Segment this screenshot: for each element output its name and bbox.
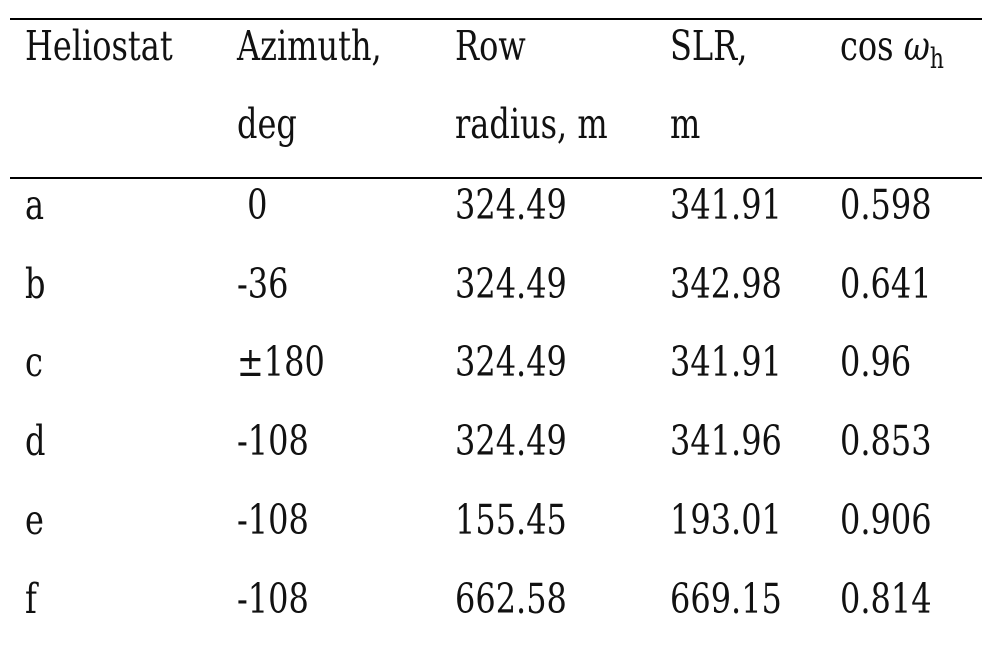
table-cell-cos-omega-h: 0.641 xyxy=(840,260,932,308)
table-cell-slr: 341.96 xyxy=(670,417,782,465)
table-cell-azimuth: 0 xyxy=(237,181,268,229)
header-azimuth-line1: Azimuth, xyxy=(237,22,382,70)
table-cell-cos-omega-h: 0.906 xyxy=(840,496,932,544)
header-heliostat: Heliostat xyxy=(25,22,173,70)
table-cell-row-radius: 324.49 xyxy=(455,260,567,308)
table-cell-heliostat: c xyxy=(25,338,43,386)
table-cell-azimuth: -108 xyxy=(237,496,309,544)
table-cell-slr: 193.01 xyxy=(670,496,782,544)
table-cell-slr: 342.98 xyxy=(670,260,782,308)
table-cell-cos-omega-h: 0.853 xyxy=(840,417,932,465)
table-cell-azimuth: -36 xyxy=(237,260,289,308)
table-cell-row-radius: 324.49 xyxy=(455,417,567,465)
table-cell-cos-omega-h: 0.96 xyxy=(840,338,912,386)
table-cell-heliostat: d xyxy=(25,417,46,465)
table-cell-cos-omega-h: 0.598 xyxy=(840,181,932,229)
header-azimuth-line2: deg xyxy=(237,100,297,148)
table-cell-row-radius: 324.49 xyxy=(455,338,567,386)
table-cell-azimuth: ±180 xyxy=(237,338,325,386)
table-cell-row-radius: 324.49 xyxy=(455,181,567,229)
table-cell-heliostat: a xyxy=(25,181,45,229)
header-row-radius-line1: Row xyxy=(455,22,526,70)
header-row-radius-line2: radius, m xyxy=(455,100,608,148)
table-cell-slr: 341.91 xyxy=(670,338,782,386)
header-slr-line1: SLR, xyxy=(670,22,748,70)
header-slr-line2: m xyxy=(670,100,701,148)
header-cos-omega-h: cos ωh xyxy=(840,26,944,73)
table-cell-azimuth: -108 xyxy=(237,417,309,465)
table-cell-azimuth: -108 xyxy=(237,575,309,623)
header-omega-subscript: h xyxy=(929,42,944,75)
table-header-rule xyxy=(10,177,982,179)
header-omega-symbol: ω xyxy=(903,22,930,70)
table-top-rule xyxy=(10,18,982,20)
table-cell-row-radius: 155.45 xyxy=(455,496,567,544)
table-cell-slr: 669.15 xyxy=(670,575,782,623)
table-cell-row-radius: 662.58 xyxy=(455,575,567,623)
header-cos-label: cos xyxy=(840,22,894,70)
table-cell-heliostat: e xyxy=(25,496,44,544)
table-cell-heliostat: b xyxy=(25,260,46,308)
table-cell-slr: 341.91 xyxy=(670,181,782,229)
table-cell-cos-omega-h: 0.814 xyxy=(840,575,932,623)
table-cell-heliostat: f xyxy=(25,575,37,623)
